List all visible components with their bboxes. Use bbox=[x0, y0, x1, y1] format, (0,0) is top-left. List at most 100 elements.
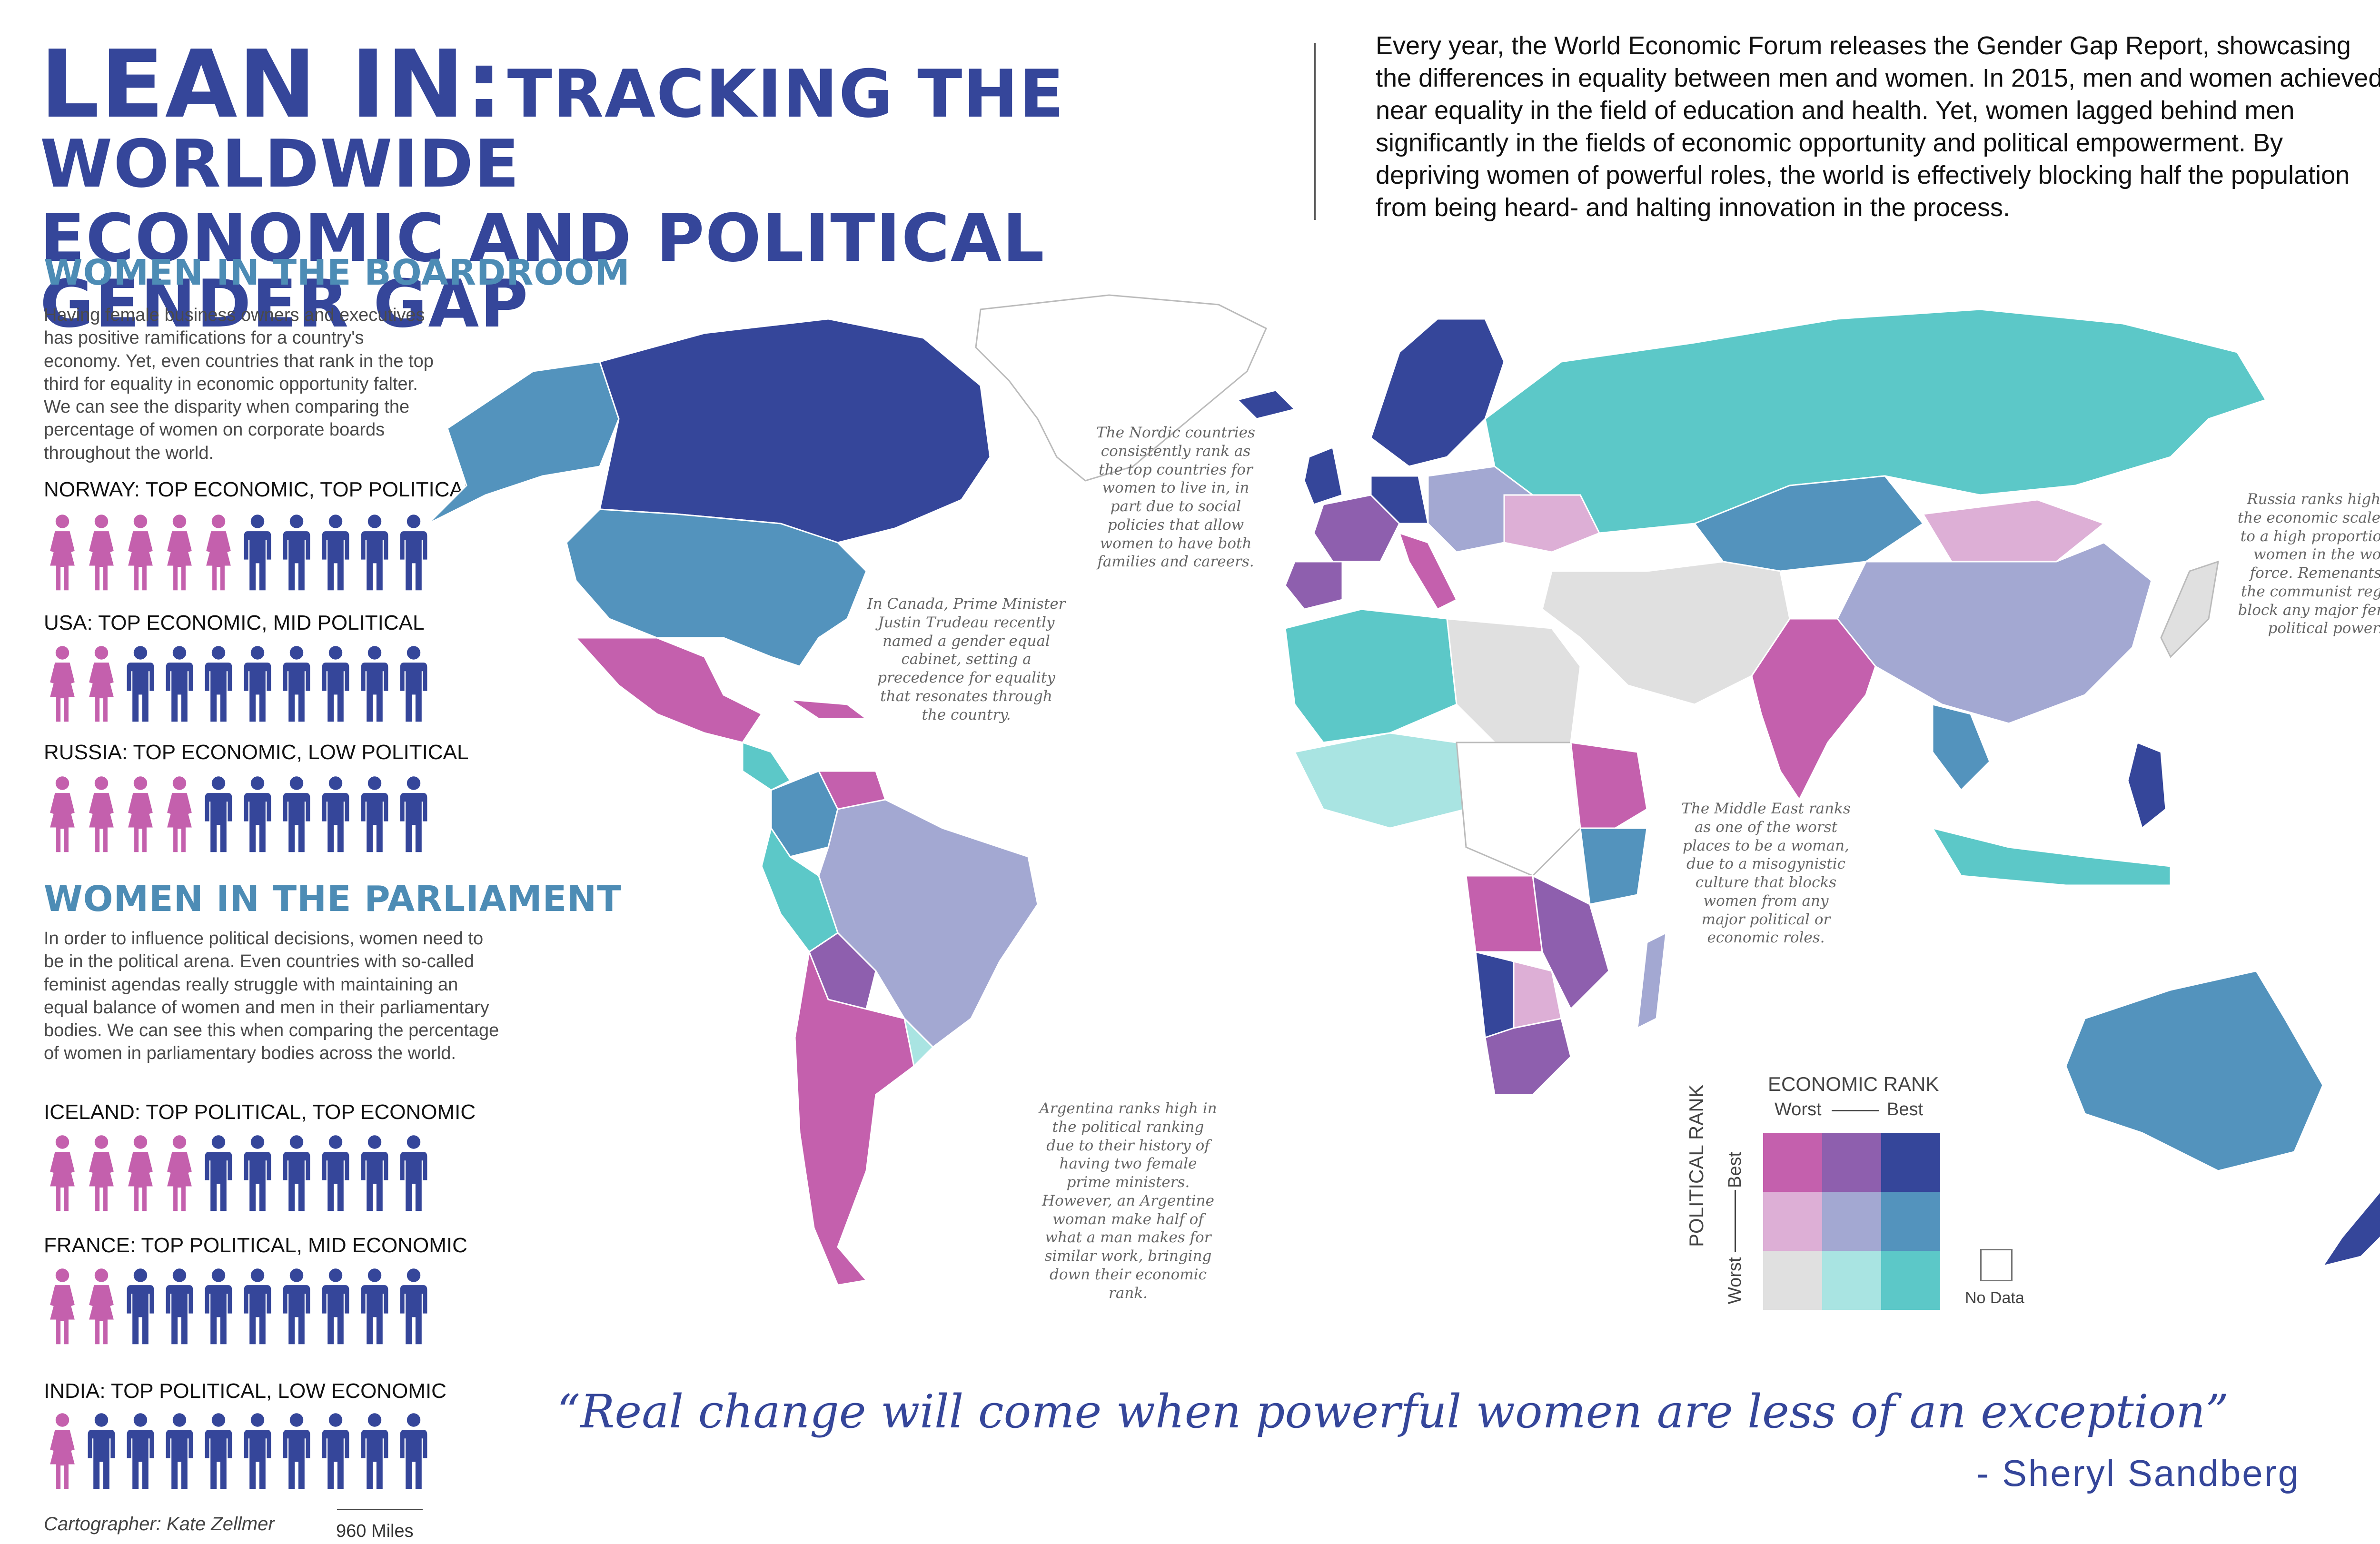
argentina bbox=[794, 949, 915, 1286]
cartographer-credit: Cartographer: Kate Zellmer bbox=[44, 1514, 275, 1534]
russia bbox=[1484, 308, 2267, 534]
woman-icon bbox=[128, 515, 153, 591]
legend-no-data-swatch bbox=[1980, 1249, 2013, 1281]
board-row-usa-label: USA: TOP ECONOMIC, MID POLITICAL bbox=[44, 611, 425, 634]
title-line-2: ECONOMIC AND POLITICAL GENDER GAP bbox=[40, 200, 1045, 342]
mexico bbox=[574, 637, 763, 743]
man-icon bbox=[361, 1268, 388, 1345]
quote-author: - Sheryl Sandberg bbox=[1976, 1452, 2300, 1494]
title-part-2: TRACKING THE WORLDWIDE bbox=[40, 56, 1065, 202]
east-africa bbox=[1570, 742, 1648, 839]
world-map bbox=[427, 294, 2380, 1286]
italy bbox=[1398, 532, 1458, 610]
scale-bar bbox=[337, 1509, 423, 1510]
middle-east bbox=[1541, 561, 1791, 705]
iberia bbox=[1284, 561, 1343, 610]
greenland bbox=[975, 294, 1267, 482]
note-nordic: The Nordic countries consistently rank a… bbox=[1096, 424, 1255, 571]
north-africa-west bbox=[1284, 608, 1458, 743]
board-row-norway-label: NORWAY: TOP ECONOMIC, TOP POLITICAL bbox=[44, 478, 476, 501]
legend-y-worst: Worst bbox=[1725, 1257, 1745, 1304]
man-icon bbox=[400, 1135, 427, 1211]
man-icon bbox=[322, 1413, 349, 1489]
man-icon bbox=[361, 1135, 388, 1211]
legend-y-best: Best bbox=[1725, 1151, 1745, 1188]
man-icon bbox=[244, 515, 271, 591]
zambia-mozambique bbox=[1532, 874, 1610, 1010]
legend-x-worst: Worst bbox=[1775, 1099, 1822, 1119]
madagascar bbox=[1636, 931, 1667, 1029]
man-icon bbox=[400, 776, 427, 852]
man-icon bbox=[283, 515, 310, 591]
man-icon bbox=[244, 1135, 271, 1211]
legend-cell-best-mid bbox=[1881, 1192, 1940, 1251]
southeast-asia bbox=[1932, 703, 1991, 792]
legend-x-best: Best bbox=[1887, 1099, 1924, 1119]
philippines bbox=[2127, 741, 2167, 830]
man-icon bbox=[283, 1135, 310, 1211]
woman-icon bbox=[206, 515, 231, 591]
north-africa-east bbox=[1446, 618, 1581, 753]
man-icon bbox=[322, 646, 349, 722]
man-icon bbox=[88, 1413, 115, 1489]
intro-paragraph: Every year, the World Economic Forum rel… bbox=[1376, 31, 2380, 222]
woman-icon bbox=[50, 1268, 75, 1345]
woman-icon bbox=[167, 515, 192, 591]
man-icon bbox=[205, 1135, 232, 1211]
board-row-norway-pictogram bbox=[43, 514, 433, 594]
woman-icon bbox=[167, 776, 192, 852]
legend-cell-worst-mid bbox=[1763, 1192, 1822, 1251]
board-row-russia-label: RUSSIA: TOP ECONOMIC, LOW POLITICAL bbox=[44, 741, 469, 764]
man-icon bbox=[205, 1268, 232, 1345]
legend-y-title: POLITICAL RANK bbox=[1685, 1084, 1707, 1247]
page-title: LEAN IN: TRACKING THE WORLDWIDE ECONOMIC… bbox=[40, 38, 1316, 337]
iceland bbox=[1236, 389, 1296, 420]
board-row-russia-pictogram bbox=[43, 776, 433, 856]
woman-icon bbox=[128, 1135, 153, 1211]
man-icon bbox=[166, 1268, 193, 1345]
parl-row-france-pictogram bbox=[43, 1268, 433, 1348]
man-icon bbox=[166, 646, 193, 722]
legend-cell-worst-worst bbox=[1763, 1251, 1822, 1310]
man-icon bbox=[205, 646, 232, 722]
new-zealand bbox=[2321, 1190, 2380, 1267]
legend-no-data-label: No Data bbox=[1965, 1289, 2024, 1307]
man-icon bbox=[127, 1413, 154, 1489]
man-icon bbox=[400, 515, 427, 591]
legend-grid bbox=[1763, 1133, 1940, 1310]
man-icon bbox=[244, 1413, 271, 1489]
man-icon bbox=[244, 646, 271, 722]
man-icon bbox=[283, 1413, 310, 1489]
man-icon bbox=[127, 1268, 154, 1345]
woman-icon bbox=[167, 1135, 192, 1211]
parl-row-india-label: INDIA: TOP POLITICAL, LOW ECONOMIC bbox=[44, 1379, 446, 1403]
legend-cell-mid-worst bbox=[1822, 1251, 1881, 1310]
usa bbox=[565, 508, 867, 667]
alaska bbox=[427, 361, 620, 525]
legend-cell-worst-best bbox=[1763, 1133, 1822, 1192]
legend-cell-mid-mid bbox=[1822, 1192, 1881, 1251]
canada bbox=[599, 318, 991, 544]
uruguay bbox=[903, 1016, 934, 1068]
boardroom-heading: WOMEN IN THE BOARDROOM bbox=[44, 252, 630, 293]
woman-icon bbox=[89, 1135, 114, 1211]
man-icon bbox=[166, 1413, 193, 1489]
legend-cell-best-best bbox=[1881, 1133, 1940, 1192]
namibia bbox=[1475, 951, 1515, 1039]
parl-row-india-pictogram bbox=[43, 1413, 433, 1493]
man-icon bbox=[127, 646, 154, 722]
kenya-tanzania bbox=[1579, 827, 1648, 905]
man-icon bbox=[322, 1135, 349, 1211]
man-icon bbox=[283, 646, 310, 722]
parl-row-iceland-pictogram bbox=[43, 1135, 433, 1215]
man-icon bbox=[283, 1268, 310, 1345]
man-icon bbox=[361, 515, 388, 591]
man-icon bbox=[400, 1268, 427, 1345]
man-icon bbox=[400, 646, 427, 722]
note-canada: In Canada, Prime Minister Justin Trudeau… bbox=[867, 595, 1066, 723]
woman-icon bbox=[50, 646, 75, 722]
woman-icon bbox=[50, 776, 75, 852]
man-icon bbox=[361, 776, 388, 852]
man-icon bbox=[322, 776, 349, 852]
parl-row-france-label: FRANCE: TOP POLITICAL, MID ECONOMIC bbox=[44, 1234, 467, 1257]
